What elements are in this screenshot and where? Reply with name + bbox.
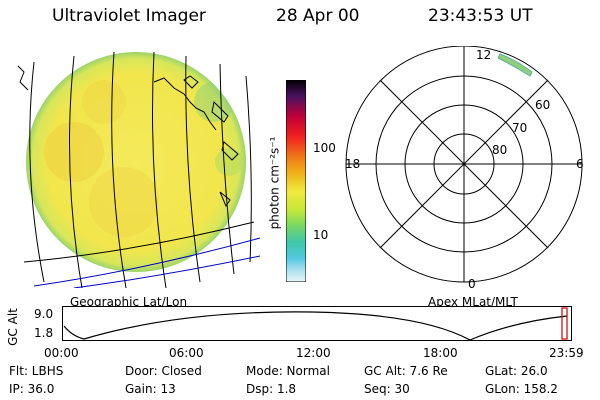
status-gain: Gain: 13	[125, 382, 176, 396]
orbit-plot	[62, 306, 572, 341]
mlt-label-18: 18	[345, 157, 361, 171]
mlat-label-80: 80	[492, 143, 508, 157]
time-label: 23:43:53 UT	[428, 6, 533, 26]
auroral-patch	[497, 53, 533, 77]
orbit-xtick-0000: 00:00	[44, 346, 79, 360]
geo-panel-label: Geographic Lat/Lon	[70, 295, 188, 309]
coastlines	[17, 65, 239, 208]
mlt-label-0: 0	[468, 277, 476, 291]
polar-plot	[345, 46, 583, 283]
colorbar-tick-100: 100	[313, 141, 336, 155]
status-seq: Seq: 30	[364, 382, 410, 396]
orbit-xtick-1200: 12:00	[296, 346, 331, 360]
status-dsp: Dsp: 1.8	[246, 382, 297, 396]
polar-panel-label: Apex MLat/MLT	[428, 295, 518, 309]
instrument-title: Ultraviolet Imager	[52, 6, 206, 26]
current-time-marker	[561, 307, 568, 340]
polar-diagonal-2	[379, 79, 549, 249]
status-flt: Flt: LBHS	[9, 364, 64, 378]
geographic-image	[17, 51, 261, 288]
mlt-label-6: 6	[576, 157, 584, 171]
disk-texture	[44, 80, 243, 237]
status-door: Door: Closed	[125, 364, 202, 378]
mlt-label-12: 12	[476, 48, 492, 62]
orbit-xtick-2359: 23:59	[549, 346, 584, 360]
colorbar	[286, 80, 306, 282]
colorbar-unit-label: photon cm⁻²s⁻¹	[267, 136, 282, 230]
orbit-xtick-0600: 06:00	[169, 346, 204, 360]
status-glon: GLon: 158.2	[485, 382, 558, 396]
parallels	[23, 221, 261, 288]
orbit-ylabel: GC Alt	[5, 308, 20, 346]
orbit-ytick-1-8: 1.8	[34, 326, 54, 340]
status-mode: Mode: Normal	[246, 364, 330, 378]
earth-disk	[26, 52, 246, 272]
mlat-label-60: 60	[535, 98, 551, 112]
status-gc-alt: GC Alt: 7.6 Re	[364, 364, 448, 378]
orbit-xtick-1800: 18:00	[423, 346, 458, 360]
status-glat: GLat: 26.0	[485, 364, 548, 378]
mlat-label-70: 70	[512, 121, 528, 135]
orbit-ytick-9: 9.0	[34, 307, 54, 321]
orbit-altitude-curve	[63, 311, 568, 341]
date-label: 28 Apr 00	[276, 6, 360, 26]
status-ip: IP: 36.0	[9, 382, 55, 396]
colorbar-tick-10: 10	[313, 228, 329, 242]
